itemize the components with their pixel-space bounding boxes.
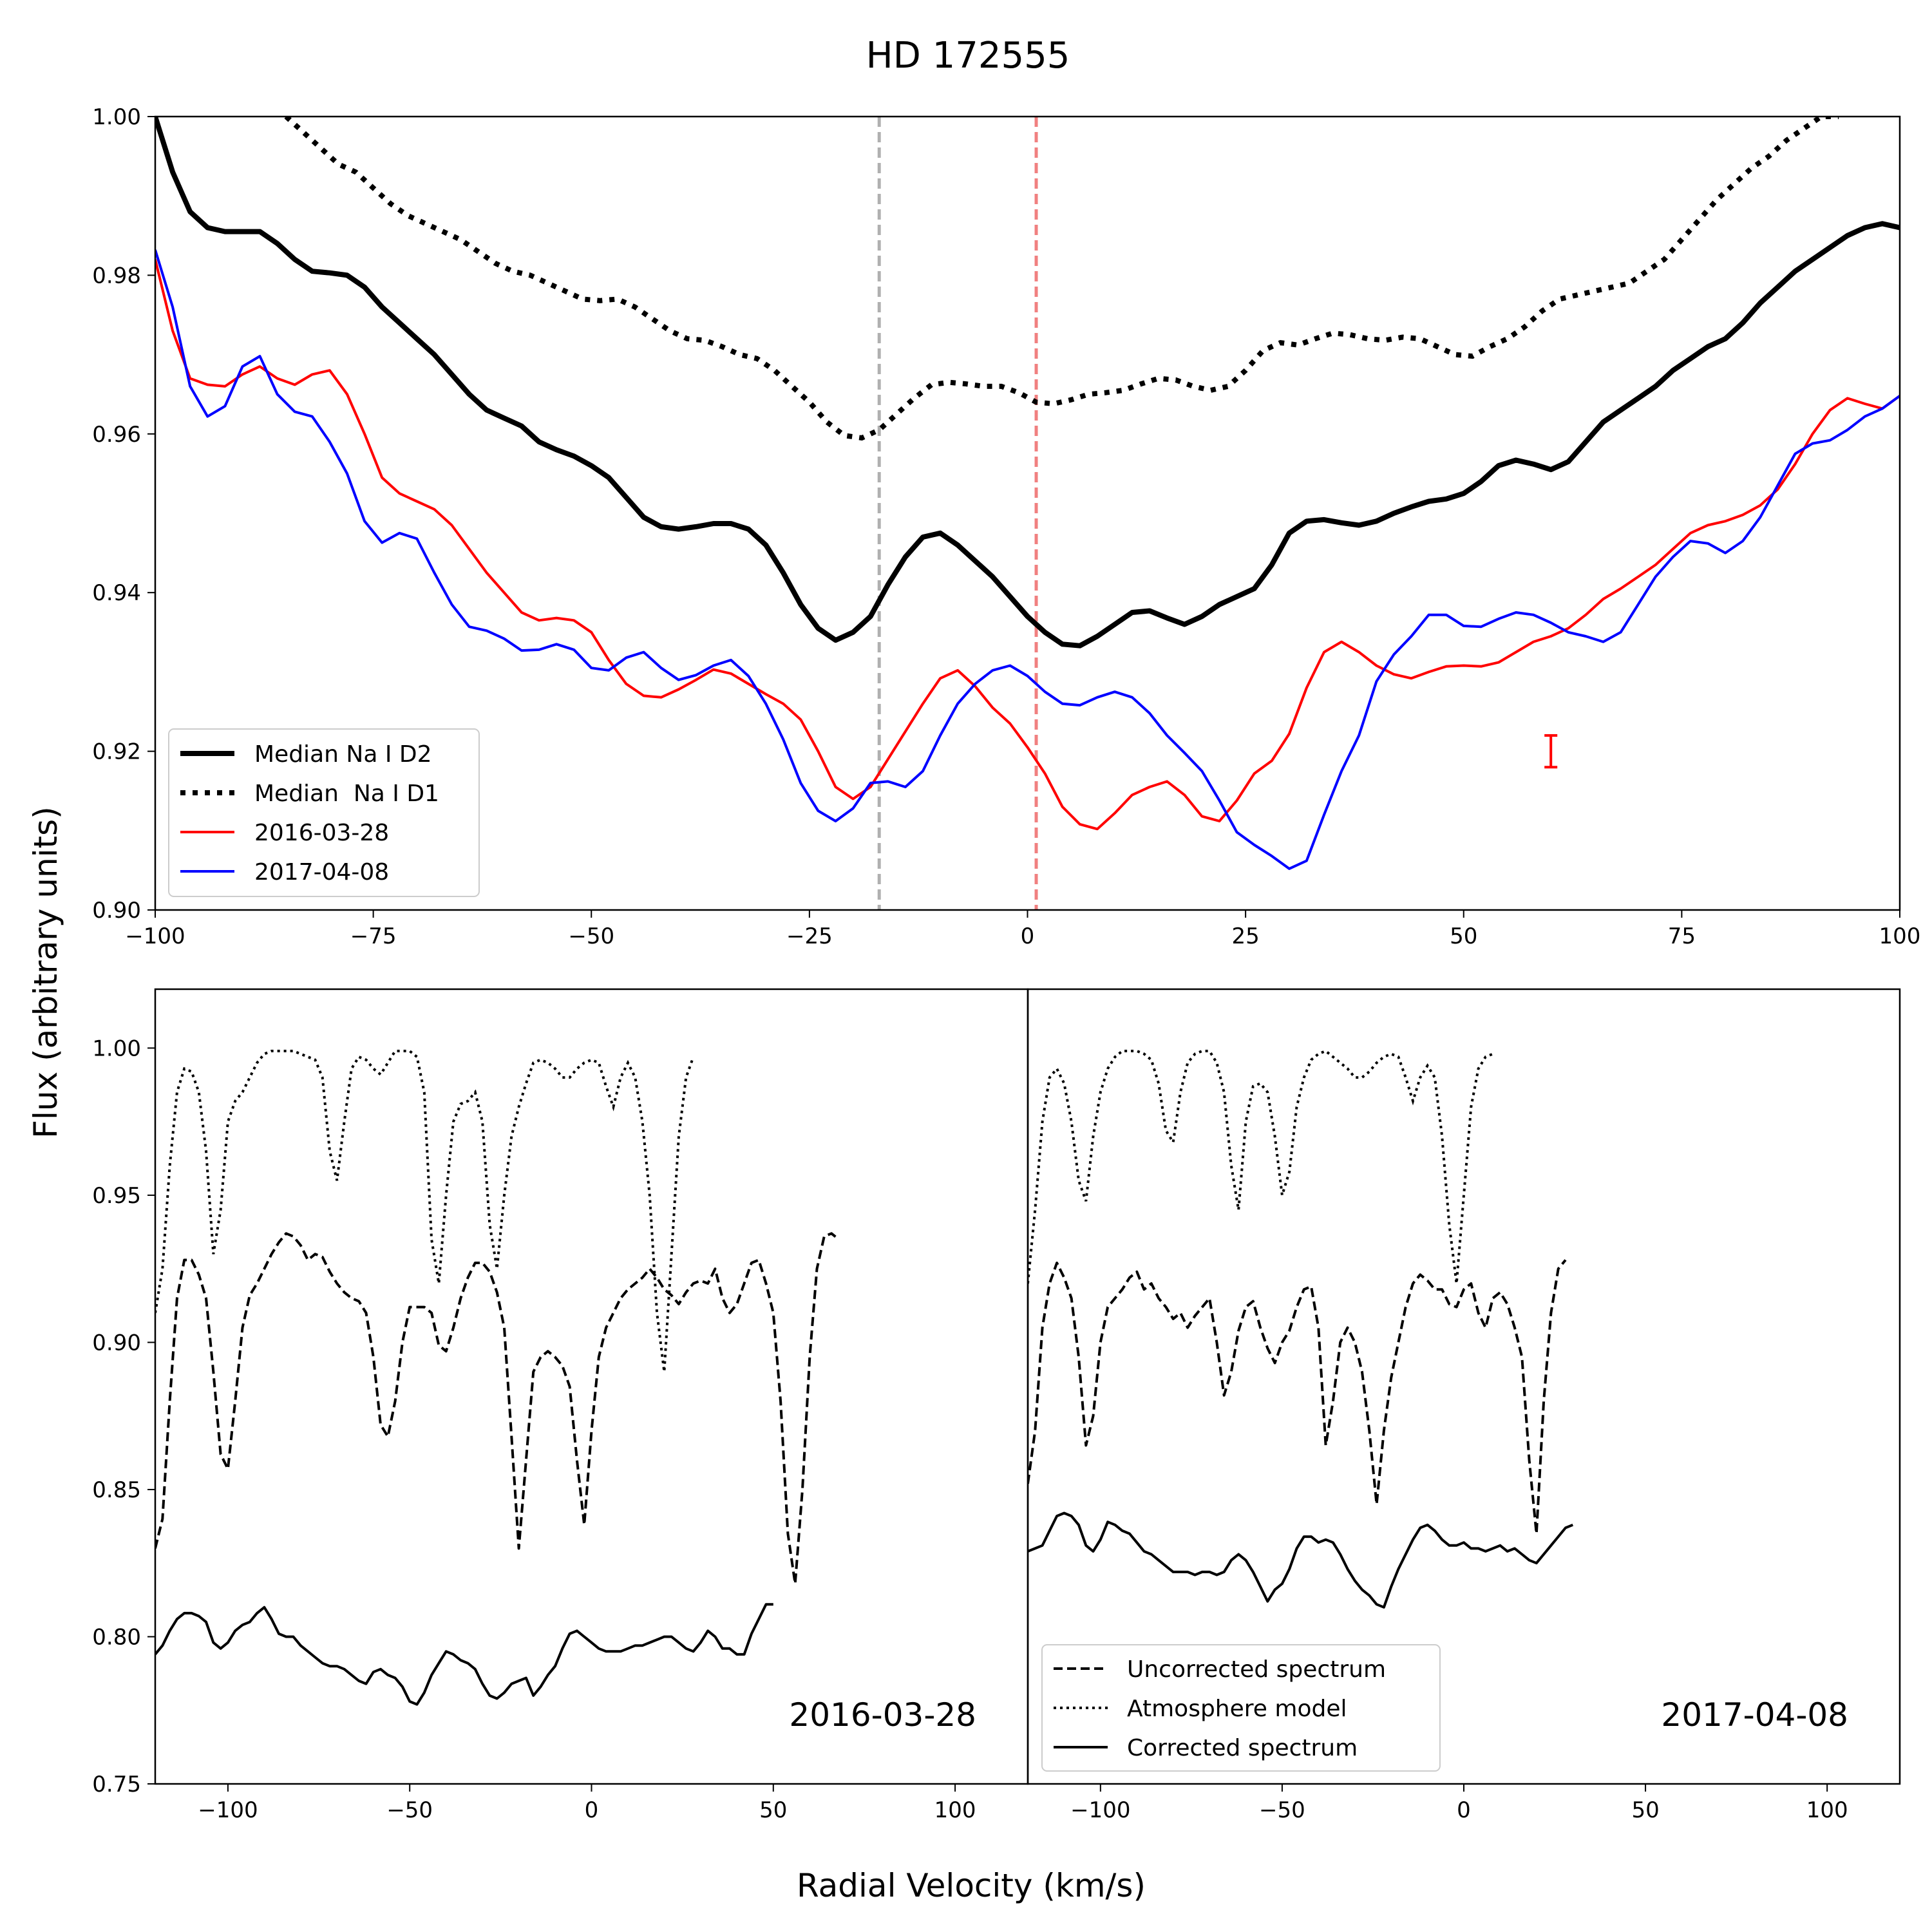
series-line-uncorrected-spectrum [155,1232,840,1586]
x-tick-label: 50 [759,1797,787,1823]
y-tick-label: 0.94 [92,580,141,606]
bottom-legend-frame [1041,1644,1441,1772]
series-line-corrected-spectrum [155,1603,773,1706]
x-axis-title: Radial Velocity (km/s) [797,1867,1146,1904]
y-tick-label: 0.96 [92,422,141,448]
x-tick-label: 0 [585,1797,599,1823]
bottom-right-panel: −100 −50 0 50 100 2017-04-08 Uncorrected spect… [1027,988,1901,1823]
y-tick-label: 0.85 [92,1477,141,1503]
legend-label: 2017-04-08 [254,859,389,886]
x-tick-label: −100 [125,923,185,949]
legend-label: 2016-03-28 [254,820,389,846]
x-tick-label: −25 [786,923,833,949]
series-line-2016-03-28 [155,259,1900,831]
panel-date-label: 2016-03-28 [789,1696,976,1734]
y-tick-label: 0.98 [92,263,141,289]
legend-label: Uncorrected spectrum [1127,1656,1386,1683]
x-tick-label: −100 [198,1797,258,1823]
y-tick-label: 0.90 [92,1330,141,1356]
x-tick-label: 75 [1668,923,1696,949]
legend-label: Median Na I D1 [254,781,439,807]
x-tick-label: 100 [1879,923,1921,949]
x-tick-label: −100 [1070,1797,1130,1823]
y-tick-label: 0.92 [92,739,141,765]
x-tick-label: −50 [568,923,614,949]
top-panel: −100 −75 −50 −25 0 25 50 75 100 0.90 0.92 0.94 0.96 0… [92,104,1920,949]
x-tick-label: −50 [1259,1797,1305,1823]
bottom-legend: Uncorrected spectrum Atmosphere model Corr… [1041,1644,1441,1772]
series-line-2017-04-08 [155,249,1900,870]
panel-date-label: 2017-04-08 [1661,1696,1848,1734]
x-tick-label: 50 [1450,923,1477,949]
chart-title: HD 172555 [866,35,1070,77]
x-tick-label: −75 [350,923,397,949]
series-line-median-d1 [284,117,1839,441]
x-tick-label: −50 [386,1797,433,1823]
x-tick-label: 0 [1021,923,1035,949]
series-line-atmosphere-model [155,1050,695,1372]
legend-label: Atmosphere model [1127,1696,1347,1722]
x-tick-label: 100 [1806,1797,1848,1823]
top-legend: Median Na I D2 Median Na I D1 2016-03-28 20… [168,728,480,897]
y-tick-label: 0.95 [92,1183,141,1209]
legend-label: Corrected spectrum [1127,1735,1358,1761]
series-line-median-d2 [155,117,1900,649]
legend-label: Median Na I D2 [254,741,432,768]
x-tick-label: 50 [1631,1797,1659,1823]
series-line-corrected-spectrum [1028,1511,1574,1609]
y-tick-label: 0.90 [92,898,141,923]
top-legend-frame [168,728,480,897]
y-axis-title: Flux (arbitrary units) [27,806,64,1138]
x-tick-label: 0 [1457,1797,1471,1823]
y-tick-label: 1.00 [92,104,141,130]
x-tick-label: 25 [1231,923,1259,949]
x-tick-label: 100 [934,1797,976,1823]
y-tick-label: 0.80 [92,1624,141,1650]
y-tick-label: 1.00 [92,1036,141,1061]
y-tick-label: 0.75 [92,1772,141,1797]
